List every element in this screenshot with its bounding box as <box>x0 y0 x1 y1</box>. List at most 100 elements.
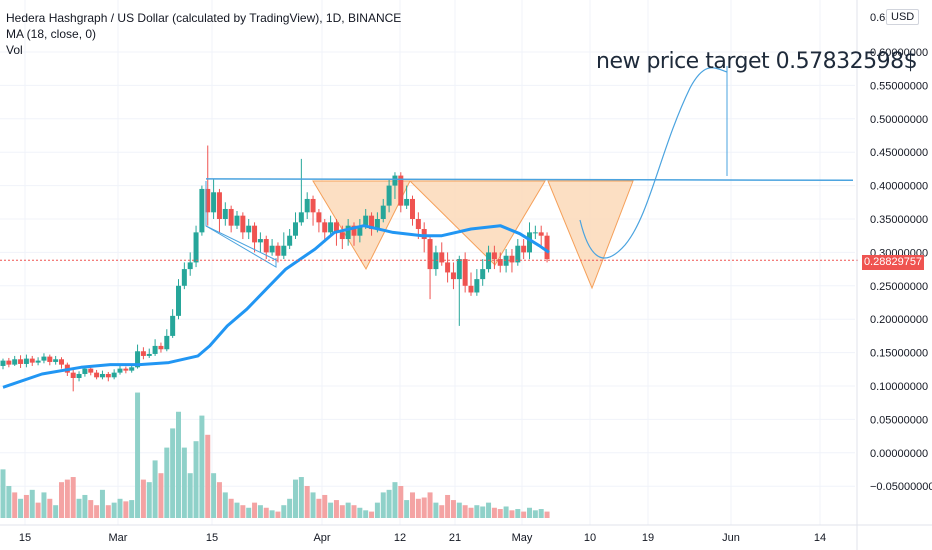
volume-bar <box>456 502 462 518</box>
volume-bar <box>234 502 240 518</box>
price-axis-label: 0.00000000 <box>870 448 928 460</box>
volume-bar <box>146 482 152 518</box>
candle <box>170 315 176 336</box>
candle <box>12 359 18 365</box>
volume-bar <box>497 509 503 518</box>
volume-bar <box>328 502 334 518</box>
price-target-annotation[interactable]: new price target 0.57832598$ <box>596 49 918 74</box>
candle <box>392 175 398 186</box>
ma-indicator-label[interactable]: MA (18, close, 0) <box>6 27 97 41</box>
volume-bar <box>410 492 415 518</box>
candle <box>269 245 275 253</box>
candle <box>450 272 456 280</box>
volume-bar <box>322 494 328 518</box>
time-axis-label: 14 <box>814 532 826 544</box>
candle <box>29 358 35 363</box>
volume-bar <box>199 415 205 518</box>
pattern-triangle[interactable] <box>547 180 634 290</box>
resistance-line[interactable] <box>205 178 854 182</box>
pattern-triangle[interactable] <box>408 180 546 266</box>
time-axis-label: 12 <box>394 532 406 544</box>
candle <box>129 367 135 371</box>
volume-bar <box>176 411 181 518</box>
volume-bar <box>117 498 123 518</box>
volume-bar <box>474 505 480 518</box>
candle <box>228 208 234 226</box>
volume-bar <box>105 505 111 518</box>
volume-bar <box>468 507 474 518</box>
volume-bar <box>152 460 158 518</box>
candle <box>88 368 94 373</box>
time-axis-label: 15 <box>206 532 218 544</box>
price-axis-label: 0.50000000 <box>870 114 928 126</box>
candle <box>445 262 451 273</box>
candle <box>205 188 211 213</box>
candle <box>462 259 468 286</box>
moving-average-line[interactable] <box>2 224 550 389</box>
volume-bar <box>298 477 304 518</box>
price-axis-label: 0.10000000 <box>870 381 928 393</box>
volume-bar <box>439 505 445 518</box>
price-axis-label: 0.20000000 <box>870 314 928 326</box>
candle <box>415 219 421 230</box>
candle <box>351 225 357 236</box>
candle <box>76 373 82 378</box>
candle <box>374 219 380 230</box>
candle <box>491 252 497 260</box>
volume-bar <box>515 509 521 518</box>
volume-bar <box>263 507 269 518</box>
candle <box>357 225 363 236</box>
candle <box>94 372 100 378</box>
volume-bar <box>228 498 234 518</box>
candle <box>23 358 29 364</box>
candle <box>123 368 129 371</box>
volume-bar <box>246 507 252 518</box>
candle <box>345 225 351 240</box>
candle <box>293 222 298 236</box>
candle <box>503 255 509 266</box>
candle <box>486 252 492 270</box>
volume-indicator-label[interactable]: Vol <box>6 43 23 57</box>
projection-curve[interactable] <box>579 67 728 259</box>
price-axis-label: 0.15000000 <box>870 348 928 360</box>
volume-bar <box>59 482 64 518</box>
candle <box>310 198 316 213</box>
candle <box>222 208 228 219</box>
currency-badge[interactable]: USD <box>886 9 920 25</box>
volume-bar <box>170 428 176 518</box>
candle <box>6 360 12 365</box>
candle <box>480 269 486 280</box>
time-axis-label: Jun <box>722 532 740 544</box>
volume-bar <box>158 473 164 518</box>
candle <box>287 235 293 246</box>
volume-bar <box>257 505 263 518</box>
volume-bar <box>527 507 532 518</box>
volume-bar <box>0 469 6 518</box>
volume-bar <box>480 506 486 518</box>
volume-bar <box>339 505 345 518</box>
candle <box>70 372 76 378</box>
time-axis-label: 10 <box>584 532 596 544</box>
candle <box>521 245 527 253</box>
candle <box>468 285 474 293</box>
volume-bar <box>129 500 135 518</box>
candle <box>140 351 146 356</box>
candle <box>105 373 111 378</box>
price-axis-label: 0.60000000 <box>870 47 928 59</box>
volume-bar <box>211 473 217 518</box>
candle <box>538 232 544 236</box>
flag-drawing[interactable] <box>205 181 277 268</box>
volume-bar <box>193 441 199 518</box>
price-axis-label: 0.45000000 <box>870 147 928 159</box>
time-axis-label: 21 <box>449 532 461 544</box>
candle <box>53 359 59 362</box>
volume-bar <box>491 507 497 518</box>
volume-bar <box>41 492 47 518</box>
candle <box>544 235 550 260</box>
candle <box>59 359 64 365</box>
volume-bar <box>88 500 94 518</box>
volume-bar <box>445 494 451 518</box>
volume-bar <box>357 507 363 518</box>
flag-channel-line[interactable] <box>205 225 277 261</box>
